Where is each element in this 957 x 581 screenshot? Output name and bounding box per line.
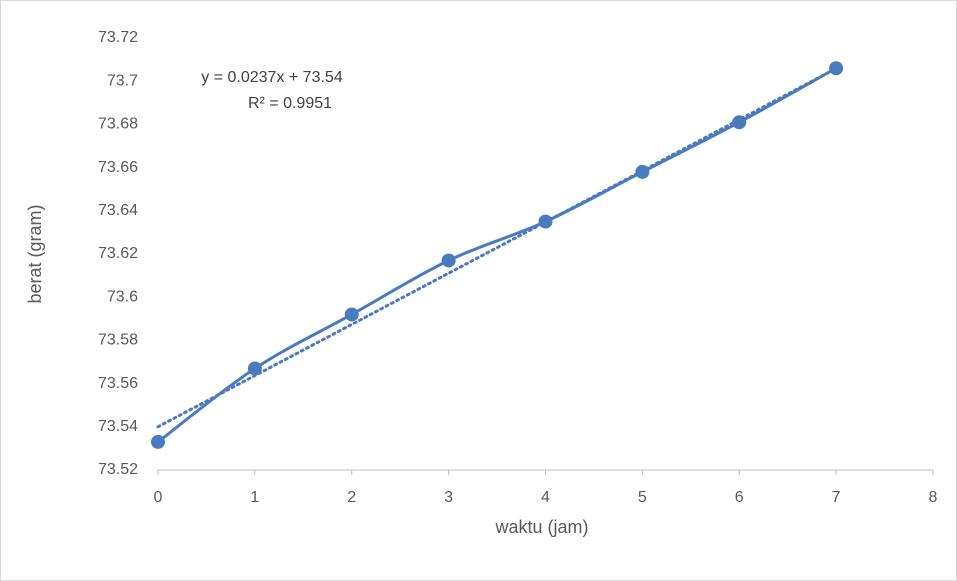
y-tick-label: 73.56 [98, 375, 138, 392]
x-axis-title: waktu (jam) [494, 517, 588, 537]
x-tick-label: 1 [250, 489, 259, 506]
x-tick-label: 8 [929, 489, 938, 506]
y-tick-label: 73.66 [98, 159, 138, 176]
marker [151, 435, 165, 449]
marker [635, 165, 649, 179]
marker [248, 361, 262, 375]
y-tick-label: 73.52 [98, 461, 138, 478]
marker [442, 253, 456, 267]
marker [732, 115, 746, 129]
y-tick-label: 73.6 [107, 288, 138, 305]
y-tick-label: 73.64 [98, 202, 138, 219]
trendline-equation: y = 0.0237x + 73.54 [201, 69, 343, 86]
x-tick-label: 6 [735, 489, 744, 506]
marker [345, 307, 359, 321]
marker [829, 61, 843, 75]
trendline-r-squared: R² = 0.9951 [248, 95, 332, 112]
x-tick-label: 4 [541, 489, 550, 506]
y-tick-label: 73.58 [98, 332, 138, 349]
y-axis-title: berat (gram) [25, 204, 45, 303]
y-tick-label: 73.7 [107, 72, 138, 89]
chart: waktu (jam) berat (gram) y = 0.0237x + 7… [0, 0, 957, 581]
y-tick-label: 73.62 [98, 245, 138, 262]
page: {"chart_data": {"type": "line", "x_label… [0, 0, 957, 581]
x-tick-label: 0 [154, 489, 163, 506]
marker [539, 215, 553, 229]
y-tick-label: 73.72 [98, 29, 138, 46]
x-tick-label: 2 [347, 489, 356, 506]
x-tick-label: 5 [638, 489, 647, 506]
y-tick-label: 73.68 [98, 116, 138, 133]
x-tick-label: 7 [832, 489, 841, 506]
y-tick-label: 73.54 [98, 418, 138, 435]
x-tick-label: 3 [444, 489, 453, 506]
chart-frame [1, 1, 957, 581]
